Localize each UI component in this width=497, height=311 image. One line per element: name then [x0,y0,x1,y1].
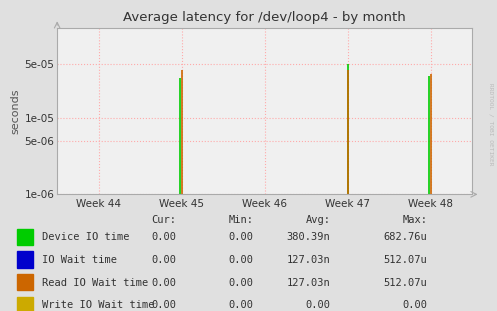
Text: 0.00: 0.00 [306,300,331,310]
Title: Average latency for /dev/loop4 - by month: Average latency for /dev/loop4 - by mont… [123,11,406,24]
FancyBboxPatch shape [17,251,33,268]
Text: 127.03n: 127.03n [287,255,331,265]
Text: 0.00: 0.00 [229,255,253,265]
Text: 0.00: 0.00 [152,232,176,242]
Text: 0.00: 0.00 [229,278,253,288]
Text: IO Wait time: IO Wait time [42,255,117,265]
Text: RRDTOOL / TOBI OETIKER: RRDTOOL / TOBI OETIKER [489,83,494,166]
Text: Write IO Wait time: Write IO Wait time [42,300,155,310]
Text: 127.03n: 127.03n [287,278,331,288]
FancyBboxPatch shape [17,274,33,290]
Text: Device IO time: Device IO time [42,232,130,242]
Text: 0.00: 0.00 [403,300,427,310]
Text: 682.76u: 682.76u [384,232,427,242]
Text: Read IO Wait time: Read IO Wait time [42,278,149,288]
Text: Max:: Max: [403,215,427,225]
Text: 512.07u: 512.07u [384,255,427,265]
FancyBboxPatch shape [17,229,33,245]
Y-axis label: seconds: seconds [10,88,20,134]
Text: Min:: Min: [229,215,253,225]
Text: 0.00: 0.00 [229,300,253,310]
Text: Cur:: Cur: [152,215,176,225]
Text: Avg:: Avg: [306,215,331,225]
Text: 512.07u: 512.07u [384,278,427,288]
FancyBboxPatch shape [17,297,33,311]
Text: 0.00: 0.00 [152,255,176,265]
Text: 380.39n: 380.39n [287,232,331,242]
Text: 0.00: 0.00 [229,232,253,242]
Text: 0.00: 0.00 [152,278,176,288]
Text: 0.00: 0.00 [152,300,176,310]
